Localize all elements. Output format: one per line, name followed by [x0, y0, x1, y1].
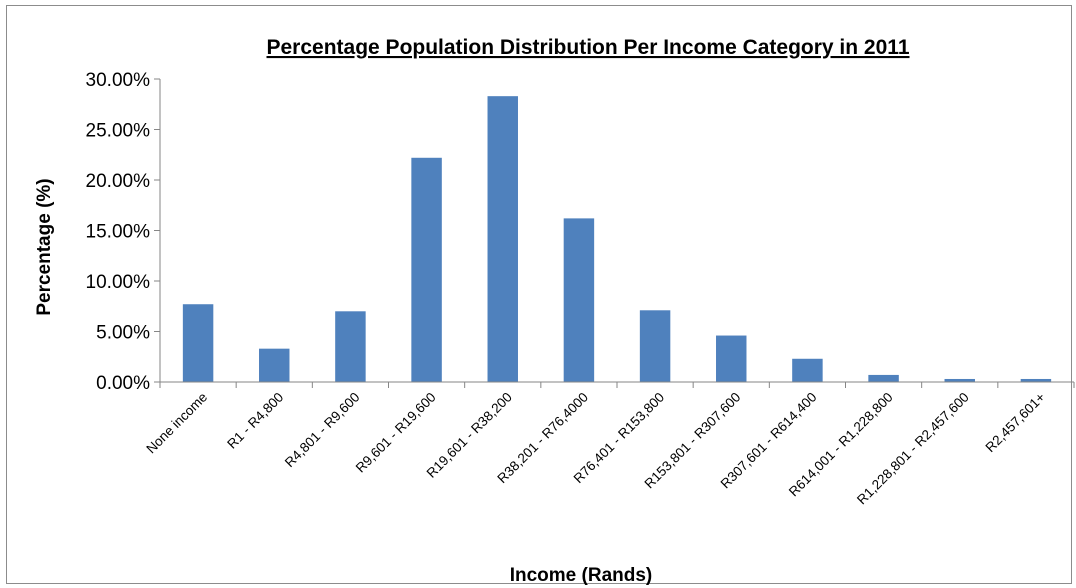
axes-group — [154, 78, 1075, 388]
bar-4 — [487, 96, 518, 383]
bar-3 — [411, 157, 442, 382]
bar-6 — [639, 310, 671, 382]
x-tick-label: None income — [143, 390, 210, 457]
bar-7 — [716, 335, 747, 382]
x-tick-label: R19,601 - R38,200 — [424, 390, 515, 481]
bar-2 — [335, 311, 366, 382]
bar-8 — [792, 358, 823, 382]
y-axis-title: Percentage (%) — [34, 178, 55, 315]
x-tick-label: R4,801 - R9,600 — [282, 390, 363, 471]
y-tick-label: 15.00% — [86, 222, 151, 243]
bar-11 — [1020, 378, 1052, 382]
y-tick-label: 20.00% — [86, 171, 151, 192]
y-tick-label: 0.00% — [96, 373, 150, 394]
chart-title: Percentage Population Distribution Per I… — [267, 36, 910, 59]
bars-group — [182, 96, 1052, 383]
x-tick-label: R1 - R4,800 — [224, 390, 286, 452]
x-tick-label: R2,457,601+ — [982, 389, 1048, 455]
bar-5 — [563, 218, 595, 382]
bar-1 — [259, 348, 290, 382]
bar-9 — [868, 374, 899, 382]
x-axis-title: Income (Rands) — [510, 565, 653, 586]
bar-10 — [944, 378, 975, 382]
y-tick-label: 10.00% — [86, 272, 151, 293]
y-tick-label: 25.00% — [86, 121, 151, 142]
chart-frame — [6, 5, 1072, 584]
y-tick-label: 5.00% — [96, 323, 150, 344]
x-tick-label: R9,601 - R19,600 — [353, 390, 439, 476]
y-tick-label: 30.00% — [86, 70, 151, 91]
bar-0 — [182, 304, 214, 382]
